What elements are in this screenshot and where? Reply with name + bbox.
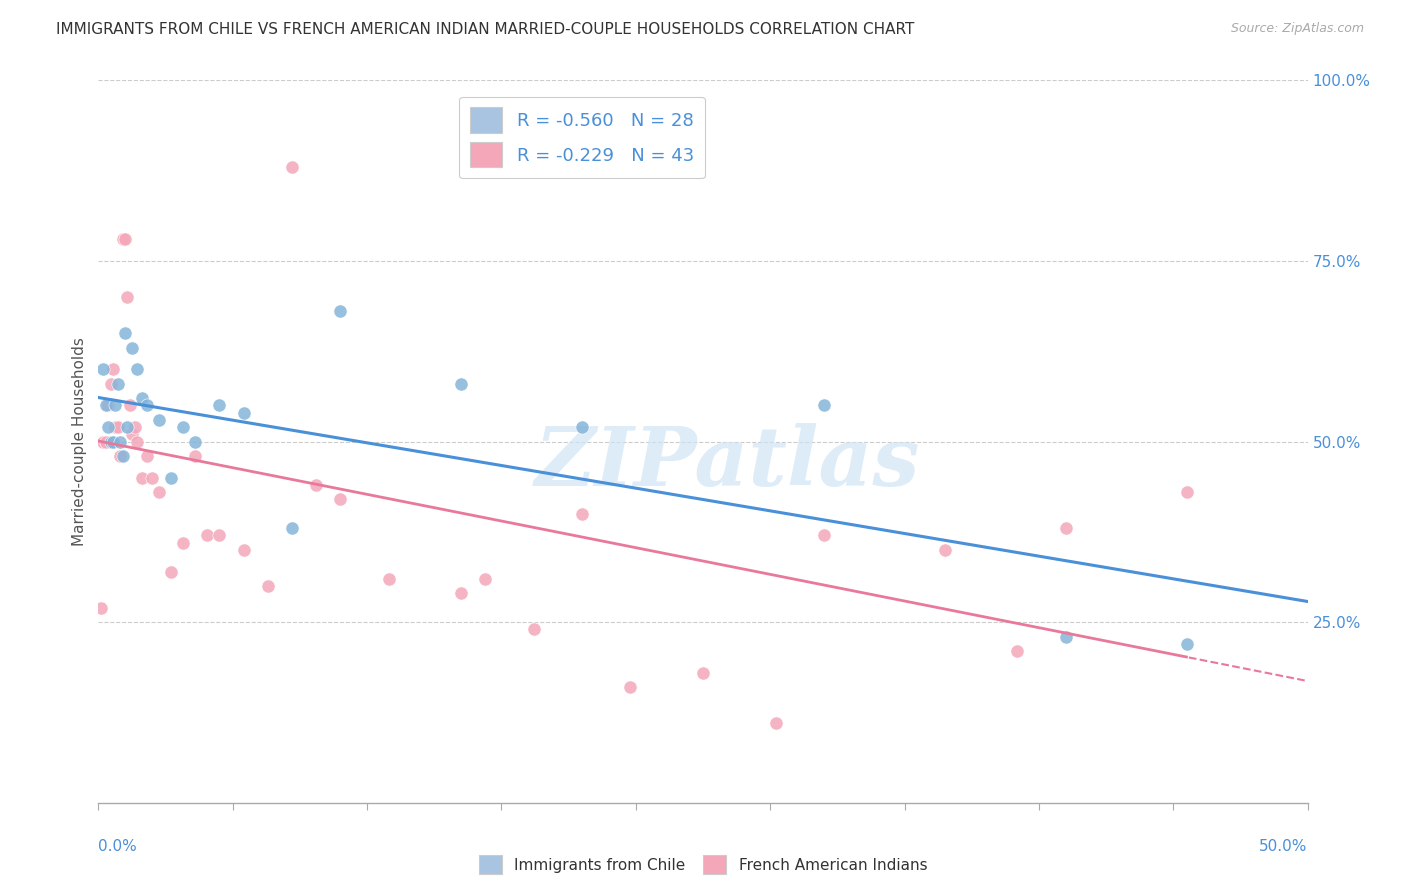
Text: 50.0%: 50.0% bbox=[1260, 838, 1308, 854]
Legend: Immigrants from Chile, French American Indians: Immigrants from Chile, French American I… bbox=[472, 849, 934, 880]
Point bbox=[101, 362, 124, 376]
Point bbox=[100, 434, 122, 449]
Point bbox=[114, 326, 136, 341]
Legend: R = -0.560   N = 28, R = -0.229   N = 43: R = -0.560 N = 28, R = -0.229 N = 43 bbox=[460, 96, 704, 178]
Point bbox=[1054, 630, 1077, 644]
Point bbox=[148, 413, 170, 427]
Point bbox=[281, 521, 304, 535]
Text: IMMIGRANTS FROM CHILE VS FRENCH AMERICAN INDIAN MARRIED-COUPLE HOUSEHOLDS CORREL: IMMIGRANTS FROM CHILE VS FRENCH AMERICAN… bbox=[56, 22, 915, 37]
Point bbox=[184, 449, 207, 463]
Point bbox=[208, 398, 231, 412]
Point bbox=[131, 391, 153, 405]
Point bbox=[172, 535, 194, 549]
Point bbox=[127, 362, 149, 376]
Point bbox=[124, 420, 146, 434]
Point bbox=[131, 471, 153, 485]
Point bbox=[135, 449, 157, 463]
Point bbox=[91, 362, 114, 376]
Point bbox=[450, 586, 472, 600]
Point bbox=[97, 420, 120, 434]
Point bbox=[232, 542, 254, 557]
Point bbox=[101, 434, 124, 449]
Point bbox=[329, 492, 352, 507]
Point bbox=[104, 420, 127, 434]
Point bbox=[813, 528, 835, 542]
Point bbox=[121, 341, 143, 355]
Point bbox=[141, 471, 163, 485]
Point bbox=[184, 434, 207, 449]
Point bbox=[91, 434, 114, 449]
Point bbox=[117, 420, 139, 434]
Point bbox=[813, 398, 835, 412]
Point bbox=[121, 427, 143, 442]
Point bbox=[135, 398, 157, 412]
Point bbox=[232, 406, 254, 420]
Y-axis label: Married-couple Households: Married-couple Households bbox=[72, 337, 87, 546]
Point bbox=[108, 449, 131, 463]
Point bbox=[1175, 637, 1198, 651]
Point bbox=[523, 623, 546, 637]
Point bbox=[474, 572, 496, 586]
Point bbox=[765, 716, 787, 731]
Point bbox=[934, 542, 956, 557]
Point bbox=[104, 398, 127, 412]
Point bbox=[1175, 485, 1198, 500]
Point bbox=[450, 376, 472, 391]
Point bbox=[148, 485, 170, 500]
Point bbox=[160, 565, 183, 579]
Point bbox=[256, 579, 278, 593]
Point bbox=[329, 304, 352, 318]
Point bbox=[1054, 521, 1077, 535]
Point bbox=[117, 290, 139, 304]
Point bbox=[111, 232, 134, 246]
Point bbox=[377, 572, 399, 586]
Point bbox=[692, 665, 714, 680]
Point bbox=[619, 680, 641, 694]
Point bbox=[1007, 644, 1029, 658]
Point bbox=[305, 478, 328, 492]
Point bbox=[100, 376, 122, 391]
Point bbox=[94, 398, 117, 412]
Point bbox=[571, 420, 593, 434]
Text: ZIPatlas: ZIPatlas bbox=[534, 423, 920, 503]
Point bbox=[108, 434, 131, 449]
Point bbox=[160, 471, 183, 485]
Point bbox=[114, 232, 136, 246]
Point bbox=[118, 398, 141, 412]
Point bbox=[127, 434, 149, 449]
Point bbox=[195, 528, 218, 542]
Point bbox=[111, 449, 134, 463]
Point bbox=[107, 376, 129, 391]
Text: Source: ZipAtlas.com: Source: ZipAtlas.com bbox=[1230, 22, 1364, 36]
Point bbox=[208, 528, 231, 542]
Text: 0.0%: 0.0% bbox=[98, 838, 138, 854]
Point bbox=[94, 434, 117, 449]
Point bbox=[571, 507, 593, 521]
Point bbox=[281, 160, 304, 174]
Point bbox=[90, 600, 112, 615]
Point bbox=[97, 398, 120, 412]
Point bbox=[107, 420, 129, 434]
Point bbox=[172, 420, 194, 434]
